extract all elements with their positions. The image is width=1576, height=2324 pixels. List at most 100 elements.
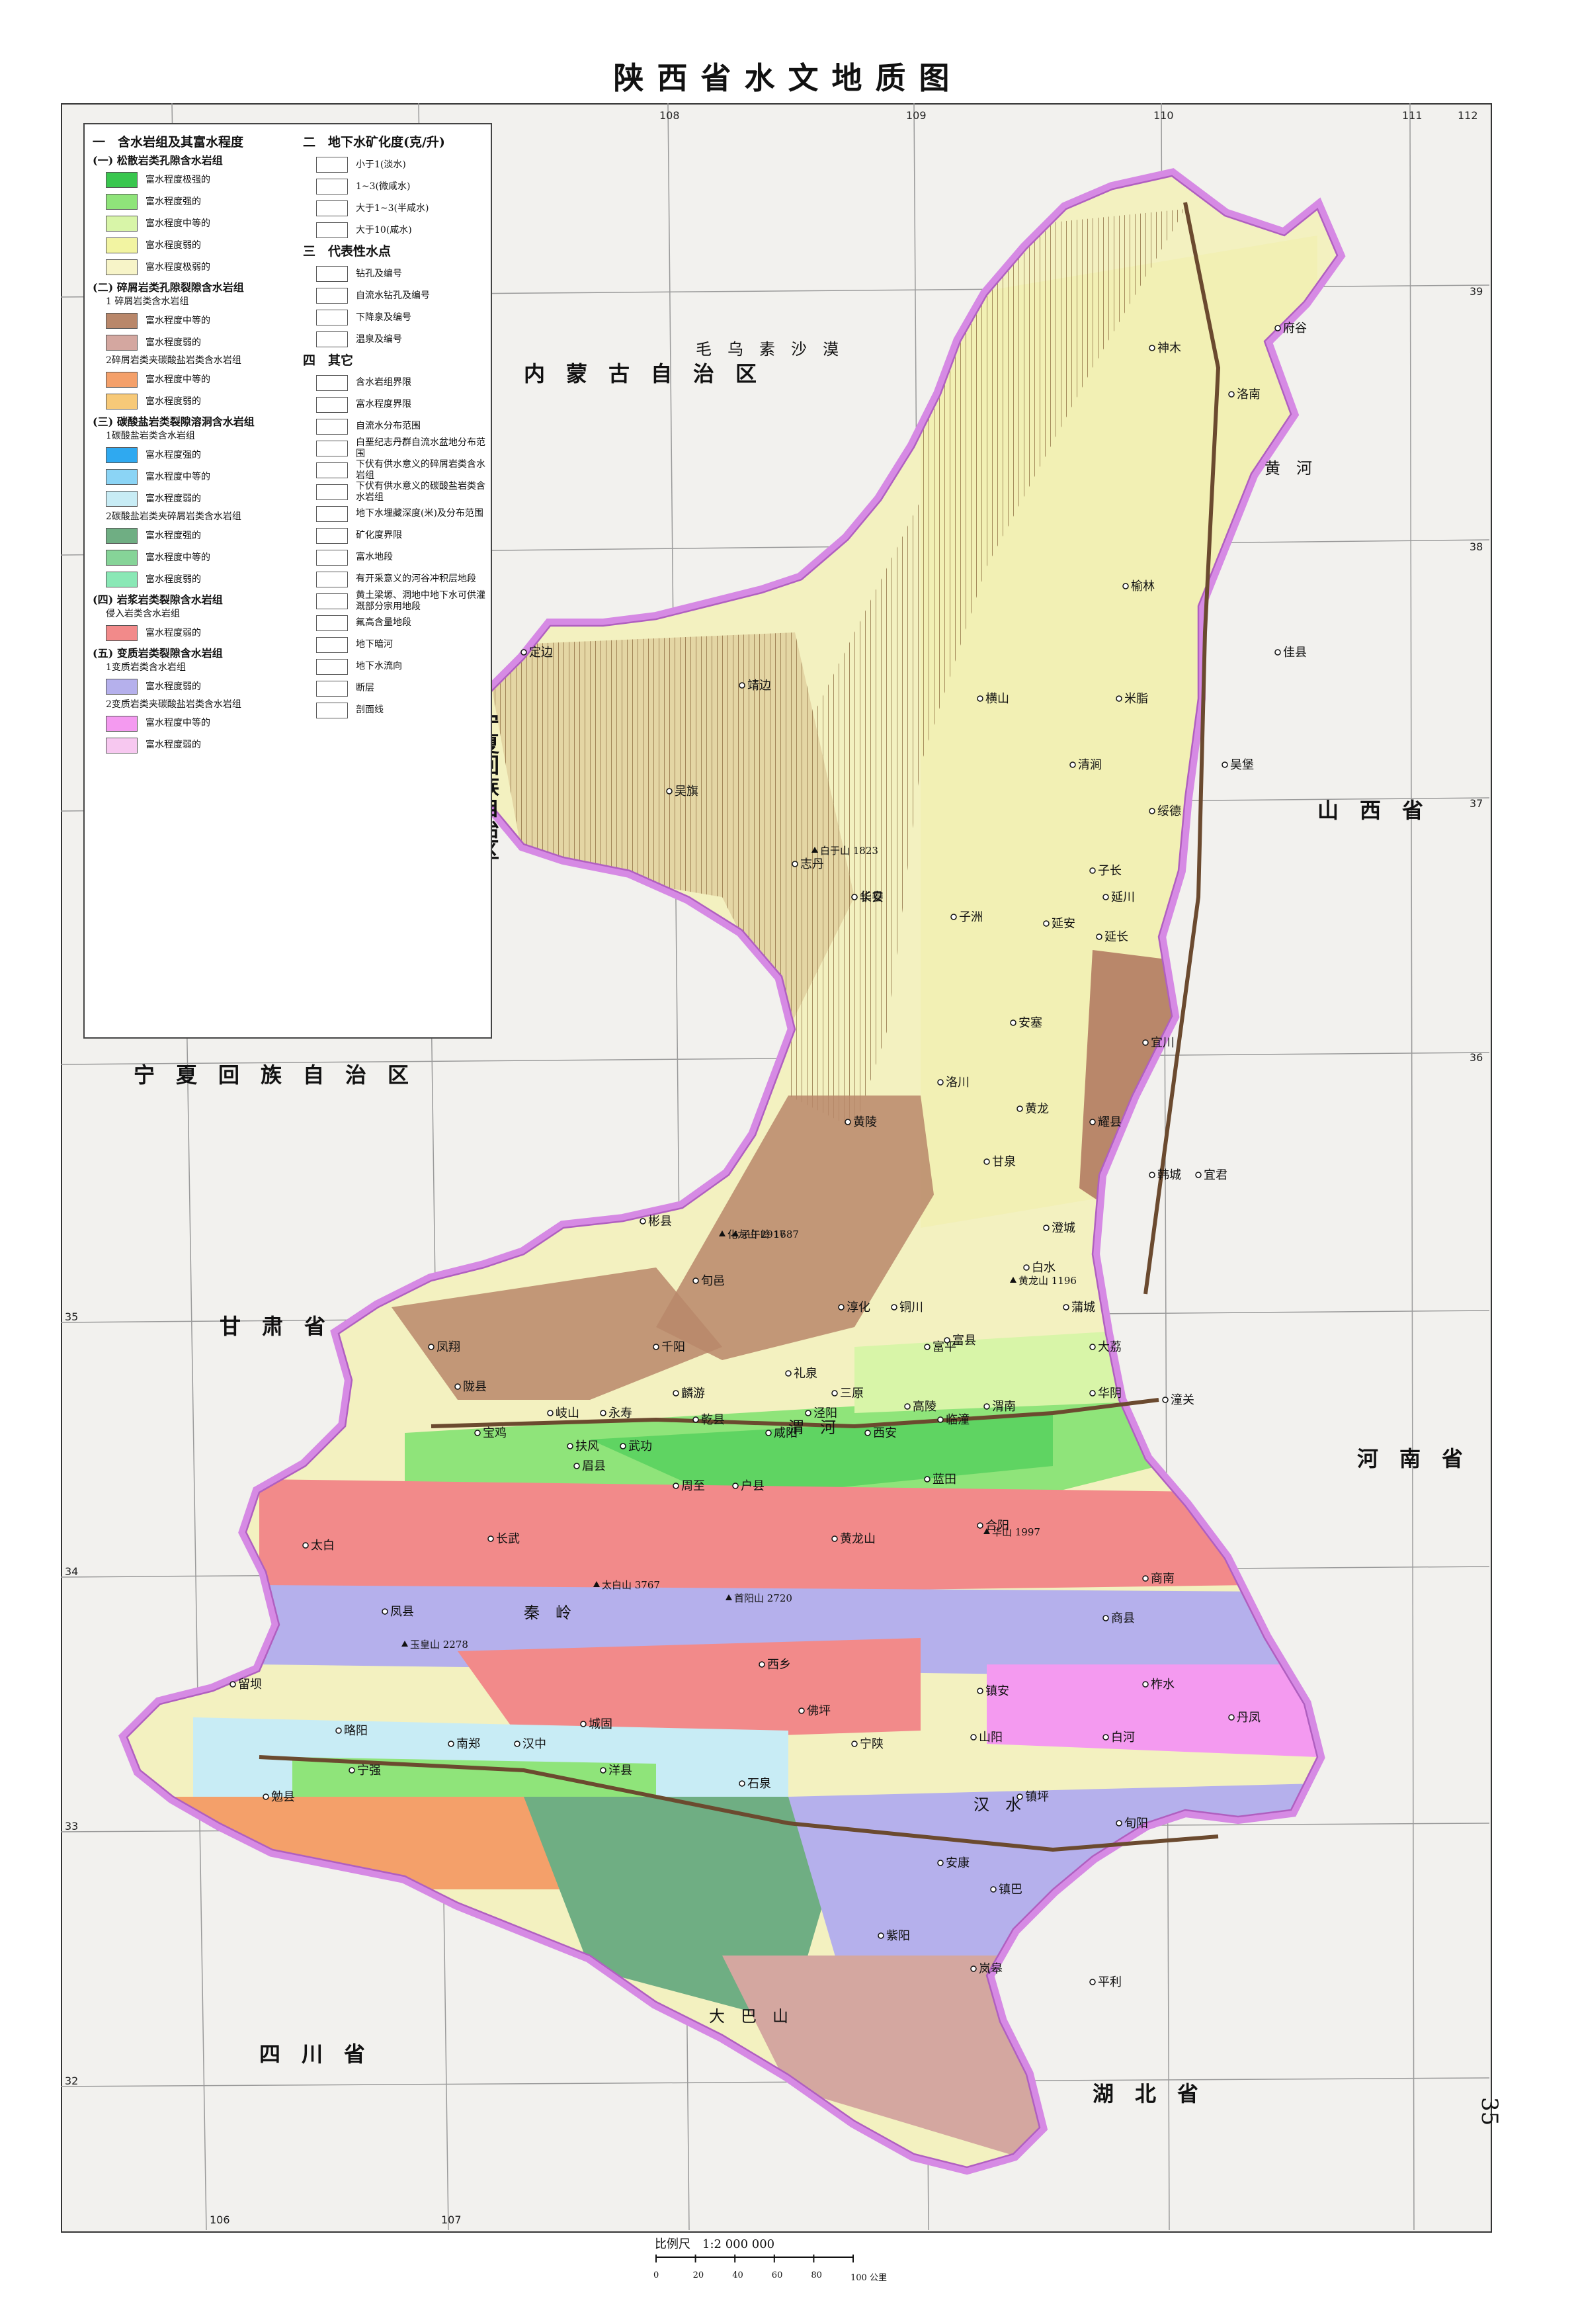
legend-item-label: 1~3(微咸水) [356,181,411,192]
city-marker: 定边 [520,646,553,660]
label-wei-river: 渭 河 [788,1418,836,1437]
peak-marker: 子午岭 1687 [732,1228,799,1240]
city-marker: 旬阳 [1116,1817,1148,1830]
legend-swatch [106,679,138,695]
legend-swatch [316,484,348,500]
legend-section-1d-title: (四) 岩浆岩类裂隙含水岩组 [93,593,223,606]
city-marker: 陇县 [454,1380,487,1394]
city-dot [1043,920,1050,927]
city-label: 丹凤 [1237,1711,1261,1725]
legend-swatch [106,394,138,410]
legend-swatch [316,266,348,282]
city-dot [454,1383,461,1390]
legend-item-label: 富水程度弱的 [145,240,201,251]
city-dot [944,1337,950,1344]
legend-item: 自流水钻孔及编号 [303,285,488,307]
legend-swatch [316,396,348,413]
city-marker: 宝鸡 [474,1426,507,1440]
city-marker: 丹凤 [1228,1711,1261,1725]
legend-item: 富水程度弱的 [93,623,317,644]
city-dot [1102,1734,1109,1741]
city-dot [851,894,858,900]
legend-section-1e2-title: 2变质岩类夹碳酸盐岩类含水岩组 [106,699,241,710]
legend-item: 富水程度弱的 [93,488,317,510]
label-daba-mountains: 大 巴 山 [709,2007,788,2026]
legend-item-label: 富水程度中等的 [145,552,210,563]
peak-label: 白于山 1823 [820,845,878,857]
city-marker: 凤县 [382,1605,414,1619]
city-marker: 靖边 [739,679,771,693]
city-dot [335,1727,342,1734]
city-dot [1089,1119,1096,1125]
city-dot [1010,1019,1016,1026]
city-label: 宝鸡 [483,1426,507,1440]
legend-list-1b2: 富水程度中等的 富水程度弱的 [93,369,317,413]
city-dot [977,1688,983,1694]
city-marker: 榆林 [1122,580,1155,593]
legend-item: 有开采意义的河谷冲积层地段 [303,568,488,590]
city-label: 平利 [1098,1975,1122,1989]
city-marker: 咸阳 [765,1426,798,1440]
city-dot [798,1707,805,1714]
city-dot [520,649,527,656]
city-label: 神木 [1157,341,1181,355]
legend-swatch [316,462,348,478]
city-dot [765,1430,772,1436]
city-dot [891,1304,897,1311]
legend-item-label: 富水地段 [356,552,393,563]
legend-item-label: 地下暗河 [356,639,393,650]
city-marker: 柞水 [1142,1678,1175,1692]
legend-swatch [316,658,348,675]
peak-marker: 玉皇山 2278 [401,1639,468,1651]
city-dot [692,1277,699,1284]
legend-swatch [316,571,348,587]
city-dot [937,1079,944,1086]
city-marker: 扶风 [567,1440,599,1453]
city-marker: 镇坪 [1016,1790,1049,1804]
city-marker: 洋县 [600,1764,632,1778]
city-label: 扶风 [575,1440,599,1453]
legend-swatch [106,237,138,254]
city-label: 太白 [311,1539,335,1553]
legend-swatch [316,680,348,697]
legend-list-1e1: 富水程度弱的 [93,676,317,698]
legend-item: 下降泉及编号 [303,307,488,329]
legend-item-label: 下伏有供水意义的碳酸盐岩类含水岩组 [356,481,485,503]
legend-item-label: 温泉及编号 [356,333,402,345]
legend-item: 富水程度中等的 [93,547,317,569]
legend-item: 富水程度中等的 [93,712,317,734]
city-dot [1102,894,1109,900]
city-label: 安康 [946,1856,970,1870]
city-label: 临潼 [946,1413,970,1427]
city-marker: 安塞 [1010,1016,1042,1030]
city-dot [600,1410,606,1416]
city-dot [1089,867,1096,874]
city-dot [1142,1575,1149,1582]
city-label: 岚皋 [979,1962,1003,1976]
city-label: 泾阳 [813,1406,837,1420]
city-label: 西乡 [767,1658,791,1672]
city-label: 城固 [589,1717,612,1731]
legend-item-label: 富水程度弱的 [145,627,201,638]
legend-item-label: 黄土梁塬、洞地中地下水可供灌溉部分宗用地段 [356,590,485,612]
city-marker: 蒲城 [1063,1301,1095,1314]
city-marker: 泾阳 [805,1406,837,1420]
legend-swatch [316,157,348,173]
city-label: 长武 [496,1532,520,1546]
city-marker: 镇巴 [990,1883,1022,1897]
city-label: 商南 [1151,1572,1175,1586]
legend-section-1b1-title: 1 碎屑岩类含水岩组 [106,296,189,308]
city-dot [673,1483,679,1489]
city-marker: 吴旗 [666,785,698,798]
legend-swatch [316,418,348,435]
city-label: 黄陵 [853,1115,877,1129]
legend-swatch [316,527,348,544]
lon-label-108: 108 [659,109,680,122]
scale-tick-label: 40 [732,2270,743,2280]
city-marker: 子长 [1089,864,1122,878]
city-dot [1222,761,1228,768]
city-marker: 镇安 [977,1684,1009,1698]
legend-list-3: 钻孔及编号 自流水钻孔及编号 下降泉及编号 温泉及编号 [303,263,488,351]
legend-item-label: 富水程度界限 [356,399,411,410]
city-label: 富县 [952,1334,976,1348]
